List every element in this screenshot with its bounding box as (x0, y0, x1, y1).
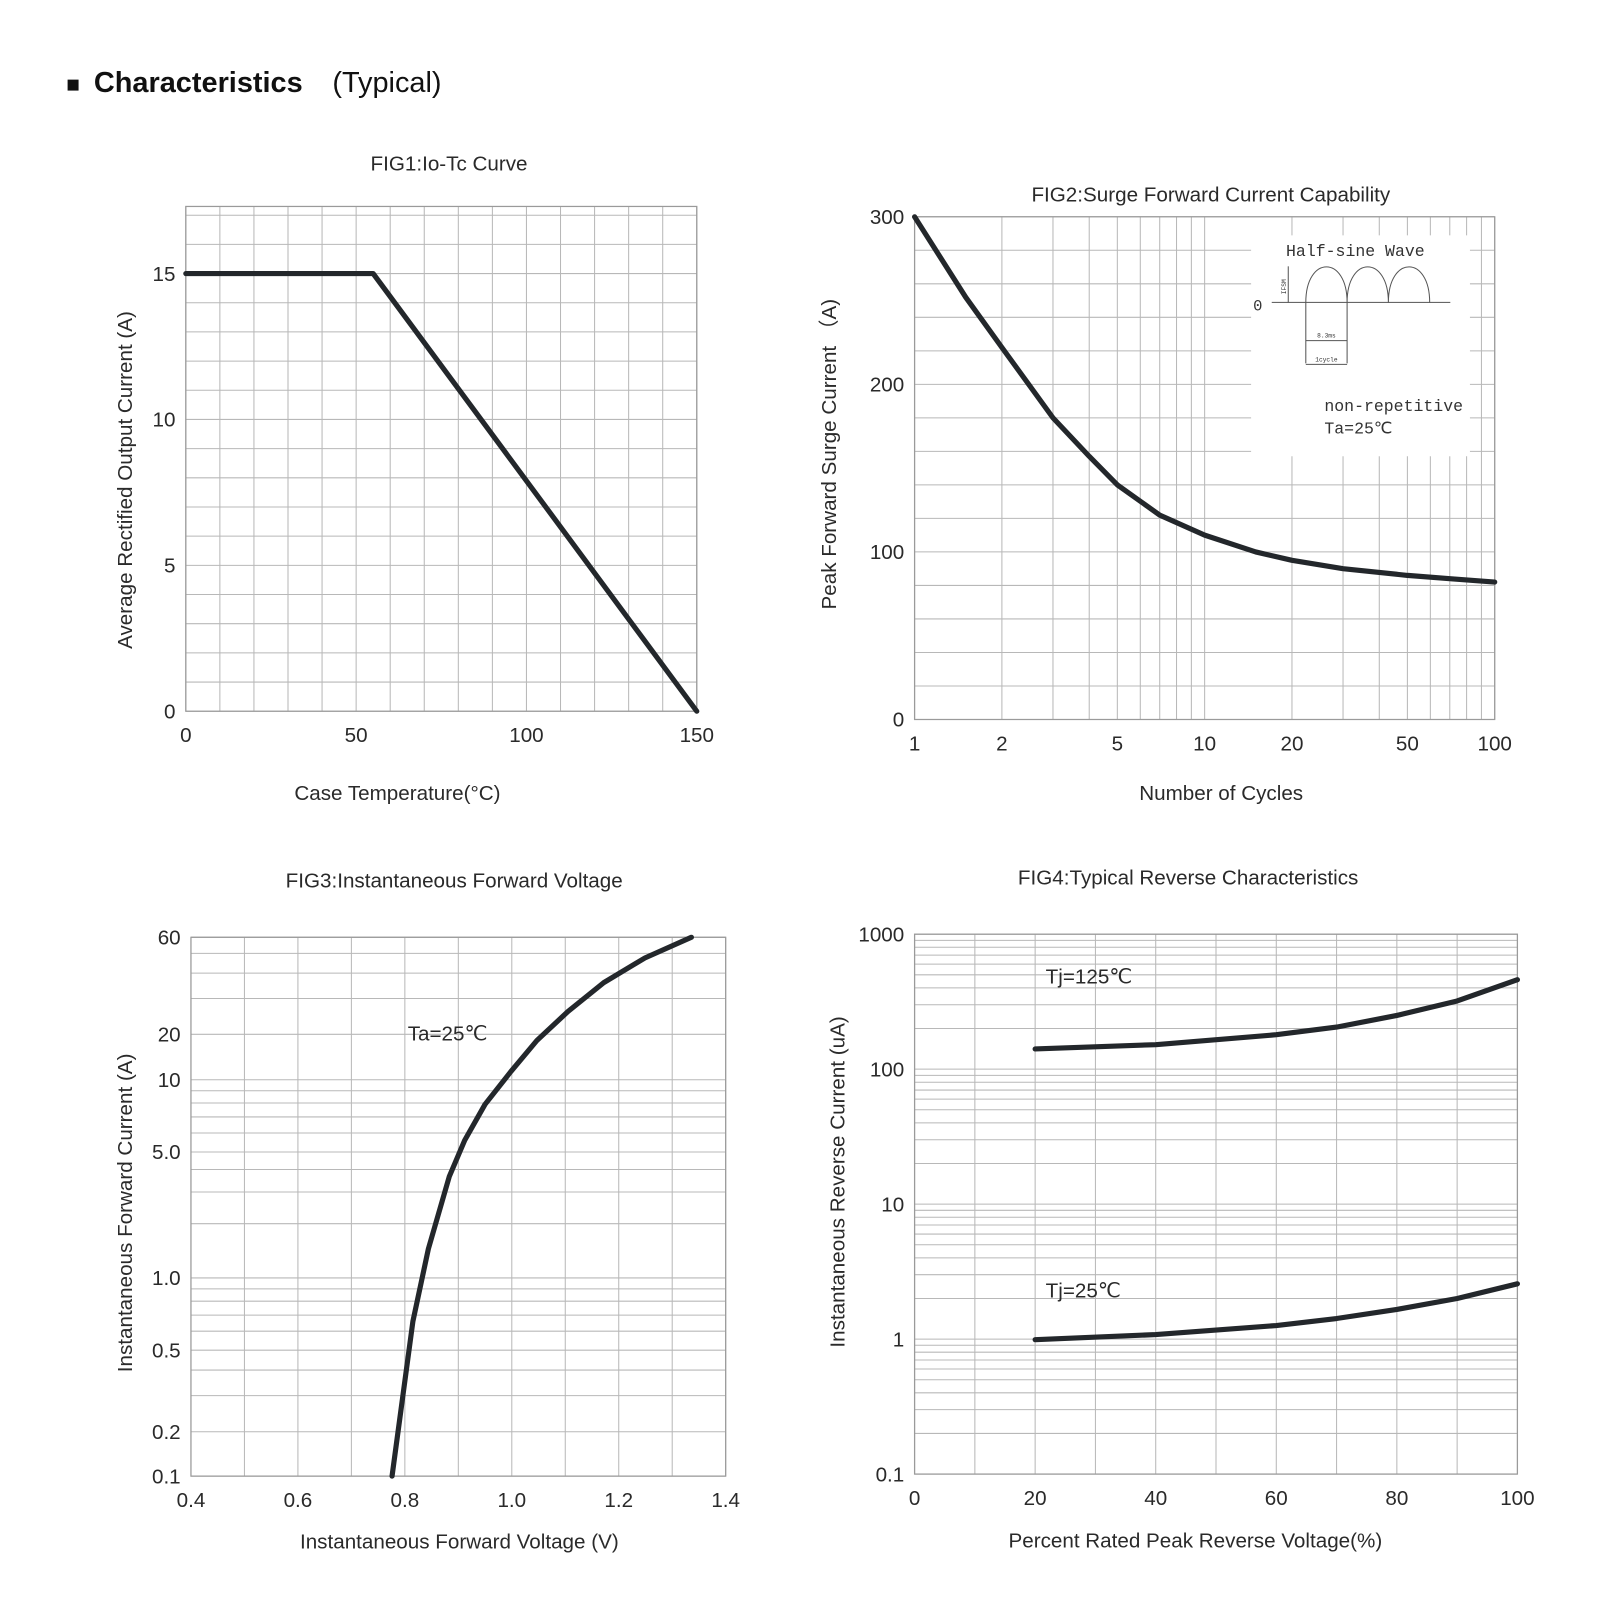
x-tick-label: 2 (996, 732, 1007, 755)
fig2-series-1-curve (911, 214, 1498, 585)
fig1-ylabel: Average Rectified Output Current (A) (114, 311, 137, 649)
fig3-title: FIG3:Instantaneous Forward Voltage (286, 870, 623, 893)
x-tick-label: 0 (909, 1487, 920, 1510)
fig4-xlabel: Percent Rated Peak Reverse Voltage(%) (1008, 1529, 1382, 1552)
y-tick-label: 0 (893, 709, 904, 732)
fig1-plot-frame (185, 205, 698, 712)
fig2-ylabel: Peak Forward Surge Current （A) (818, 299, 841, 610)
fig1-grid (185, 206, 698, 712)
x-tick-label: 60 (1265, 1487, 1288, 1510)
inset-period-label: 8.3ms (1317, 333, 1336, 340)
annotation-tj-125: Tj=125℃ (1046, 966, 1133, 989)
x-tick-label: 150 (680, 724, 714, 747)
annotation-ta-25: Ta=25℃ (408, 1023, 488, 1046)
inset-cycle-label: 1cycle (1315, 356, 1338, 363)
fig4-grid (914, 933, 1518, 1475)
y-tick-label: 15 (153, 263, 176, 286)
y-tick-label: 10 (881, 1193, 904, 1216)
fig1-title: FIG1:Io-Tc Curve (371, 152, 528, 175)
y-tick-label: 1.0 (152, 1267, 181, 1290)
fig4-series-1-curve (1032, 977, 1520, 1052)
y-tick-label: 5.0 (152, 1141, 181, 1164)
y-tick-label: 1 (893, 1328, 904, 1351)
x-tick-label: 0.6 (284, 1489, 313, 1512)
y-tick-label: 5 (164, 555, 175, 578)
y-tick-label: 200 (870, 374, 904, 397)
x-tick-label: 1.2 (604, 1489, 633, 1512)
fig2-chart: FIG2:Surge Forward Current Capability Nu… (818, 183, 1512, 805)
x-tick-label: 100 (509, 724, 543, 747)
x-tick-label: 1 (909, 732, 920, 755)
fig4-series-2-curve (1032, 1281, 1520, 1343)
inset-zero-label: 0 (1253, 298, 1262, 316)
y-tick-label: 10 (158, 1069, 181, 1092)
x-tick-label: 80 (1385, 1487, 1408, 1510)
annotation-tj-25: Tj=25℃ (1046, 1280, 1121, 1303)
header-title: Characteristics (94, 67, 303, 99)
y-tick-label: 10 (153, 409, 176, 432)
x-tick-label: 40 (1144, 1487, 1167, 1510)
fig3-series-1-curve (389, 934, 694, 1479)
x-tick-label: 1.4 (711, 1489, 740, 1512)
y-tick-label: 0 (164, 700, 175, 723)
header-subtitle: (Typical) (332, 67, 441, 99)
header-bullet: ■ (66, 71, 80, 97)
x-tick-label: 10 (1193, 732, 1216, 755)
y-tick-label: 300 (870, 206, 904, 229)
fig3-ylabel: Instantaneous Forward Current (A) (114, 1054, 137, 1373)
inset-ifsm-label: IFSM (1281, 279, 1288, 294)
x-tick-label: 0 (180, 724, 191, 747)
y-tick-label: 0.1 (152, 1465, 181, 1488)
fig4-chart: FIG4:Typical Reverse Characteristics Per… (826, 867, 1534, 1553)
half-sine-wave-icon (1305, 266, 1431, 303)
inset-title: Half-sine Wave (1286, 242, 1425, 261)
fig3-xlabel: Instantaneous Forward Voltage (V) (300, 1530, 619, 1553)
inset-background (1251, 235, 1470, 457)
fig2-plot-frame (913, 216, 1496, 721)
x-tick-label: 50 (1396, 732, 1419, 755)
x-tick-label: 20 (1280, 732, 1303, 755)
half-sine-inset: Half-sine Wave 0 IFSM 8.3ms 1cycle non-repeti… (1251, 235, 1470, 457)
x-tick-label: 20 (1024, 1487, 1047, 1510)
x-tick-label: 5 (1112, 732, 1123, 755)
fig4-plot-frame (913, 933, 1519, 1475)
x-tick-label: 100 (1477, 732, 1511, 755)
x-tick-label: 100 (1500, 1487, 1534, 1510)
fig4-title: FIG4:Typical Reverse Characteristics (1018, 867, 1358, 890)
inset-note-ta: Ta=25℃ (1324, 420, 1392, 439)
fig3-plot-frame (190, 936, 727, 1477)
fig4-ylabel: Instantaneous Reverse Current (uA) (826, 1016, 849, 1347)
y-tick-label: 1000 (858, 923, 904, 946)
fig1-chart: FIG1:Io-Tc Curve Case Temperature(°C) Av… (114, 152, 714, 805)
page-header: ■ Characteristics (Typical) (66, 67, 441, 99)
fig1-xlabel: Case Temperature(°C) (294, 782, 500, 805)
y-tick-label: 20 (158, 1024, 181, 1047)
y-tick-label: 60 (158, 927, 181, 950)
fig3-chart: FIG3:Instantaneous Forward Voltage Insta… (114, 870, 740, 1554)
y-tick-label: 0.1 (876, 1463, 905, 1486)
x-tick-label: 0.4 (177, 1489, 206, 1512)
y-tick-label: 0.5 (152, 1339, 181, 1362)
fig2-title: FIG2:Surge Forward Current Capability (1031, 183, 1390, 206)
y-tick-label: 100 (870, 541, 904, 564)
fig3-grid (190, 936, 727, 1477)
fig2-xlabel: Number of Cycles (1139, 782, 1303, 805)
y-tick-label: 0.2 (152, 1421, 181, 1444)
fig1-series-1-curve (183, 270, 700, 714)
y-tick-label: 100 (870, 1058, 904, 1081)
inset-note-nonrepetitive: non-repetitive (1324, 397, 1463, 416)
x-tick-label: 50 (345, 724, 368, 747)
x-tick-label: 1.0 (497, 1489, 526, 1512)
x-tick-label: 0.8 (391, 1489, 420, 1512)
